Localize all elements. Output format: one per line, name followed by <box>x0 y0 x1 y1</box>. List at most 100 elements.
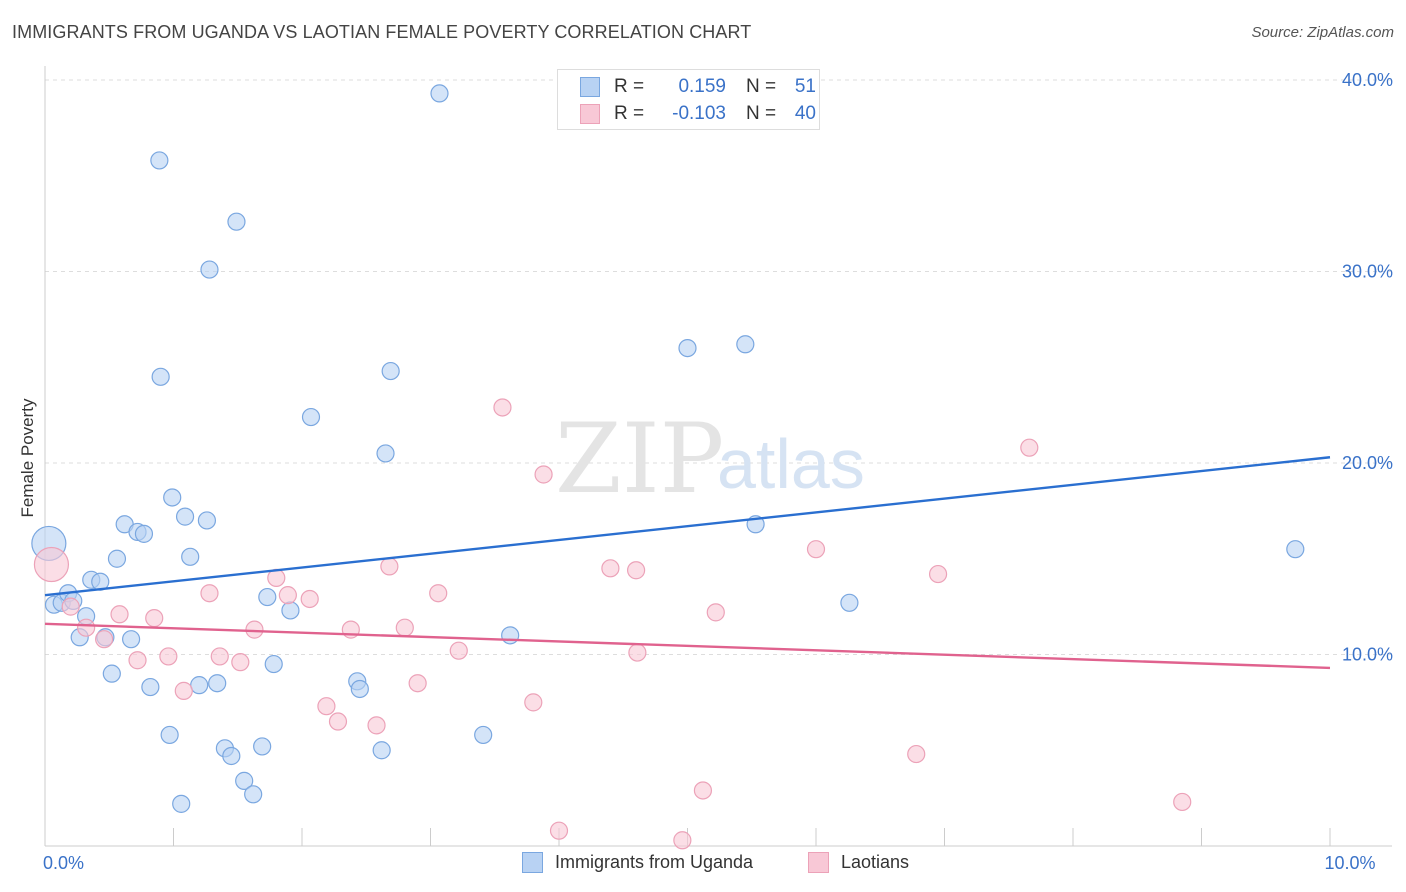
laotians-point <box>626 561 646 580</box>
uganda-point <box>264 654 283 674</box>
uganda-point <box>301 407 321 427</box>
legend-item-laotians[interactable]: Laotians <box>808 852 909 873</box>
uganda-point <box>190 676 209 695</box>
uganda-point <box>736 335 755 354</box>
uganda-point <box>197 511 217 530</box>
uganda-point <box>1286 540 1305 559</box>
laotians-point <box>159 647 178 666</box>
series-legend: Immigrants from Uganda Laotians <box>0 852 1406 876</box>
laotians-point <box>549 821 569 840</box>
uganda-point <box>381 361 400 381</box>
uganda-point <box>227 212 246 231</box>
y-tick-label: 30.0% <box>1342 262 1393 282</box>
laotians-point <box>317 697 336 716</box>
laotians-trend-line <box>44 622 1331 670</box>
uganda-swatch <box>522 852 543 873</box>
y-tick-label: 20.0% <box>1342 453 1393 473</box>
legend-label-uganda: Immigrants from Uganda <box>555 852 754 872</box>
series-laotians-points <box>33 398 1192 850</box>
tick-labels: 10.0% 20.0% 30.0% 40.0% 0.0% 10.0% <box>43 70 1393 873</box>
laotians-point <box>300 589 319 609</box>
laotians-point <box>601 559 620 578</box>
axes <box>44 66 1392 847</box>
laotians-point <box>1020 438 1039 457</box>
correlation-legend: R = 0.159 N = 51 R = -0.103 N = 40 <box>557 69 820 130</box>
laotians-point <box>231 653 250 672</box>
uganda-point <box>160 725 179 745</box>
uganda-swatch <box>580 77 600 97</box>
uganda-point <box>222 746 241 766</box>
x-tick-label: 10.0% <box>1324 853 1375 873</box>
r-value: -0.103 <box>672 103 726 124</box>
uganda-point <box>175 507 195 526</box>
trend-lines <box>44 456 1331 670</box>
uganda-point <box>678 339 697 358</box>
uganda-point <box>208 674 227 693</box>
n-label: N = <box>746 103 777 124</box>
laotians-point <box>33 546 70 583</box>
laotians-point <box>128 651 147 670</box>
laotians-point <box>524 693 543 712</box>
laotians-point <box>693 781 713 800</box>
laotians-point <box>245 620 264 639</box>
laotians-point <box>907 744 926 764</box>
source-credit: Source: ZipAtlas.com <box>1251 24 1394 41</box>
laotians-point <box>61 597 80 616</box>
laotians-point <box>706 603 725 622</box>
laotians-point <box>110 605 129 624</box>
legend-item-uganda[interactable]: Immigrants from Uganda <box>522 852 753 873</box>
y-tick-label: 40.0% <box>1342 70 1393 90</box>
uganda-point <box>141 677 160 697</box>
uganda-point <box>134 524 154 543</box>
laotians-point <box>628 643 647 662</box>
n-value: 51 <box>794 76 816 97</box>
laotians-point <box>449 641 468 660</box>
laotians-point <box>429 584 448 603</box>
uganda-point <box>172 794 191 813</box>
legend-row-laotians: R = -0.103 N = 40 <box>580 102 816 126</box>
laotians-point <box>1173 792 1192 812</box>
laotians-point <box>210 647 229 666</box>
laotians-point <box>673 831 692 850</box>
n-label: N = <box>746 76 777 97</box>
watermark-zip: ZIP <box>555 403 724 515</box>
y-tick-label: 10.0% <box>1342 645 1393 665</box>
uganda-point <box>474 725 493 745</box>
series-uganda-points <box>31 84 1305 813</box>
legend-label-laotians: Laotians <box>841 852 910 872</box>
laotians-point <box>395 618 414 637</box>
laotians-swatch <box>580 104 600 124</box>
uganda-point <box>501 626 520 645</box>
gridlines <box>45 79 1392 655</box>
laotians-point <box>77 618 96 637</box>
uganda-point <box>151 367 170 386</box>
x-tick-label: 0.0% <box>43 853 84 873</box>
laotians-swatch <box>808 852 829 873</box>
chart-title: IMMIGRANTS FROM UGANDA VS LAOTIAN FEMALE… <box>12 22 752 42</box>
uganda-point <box>258 587 277 607</box>
watermark-atlas: atlas <box>717 425 865 503</box>
uganda-point <box>181 547 200 566</box>
uganda-point <box>200 260 219 279</box>
laotians-point <box>380 557 399 576</box>
laotians-point <box>328 712 348 731</box>
watermark: ZIP atlas <box>555 403 865 515</box>
r-label: R = <box>614 103 645 124</box>
laotians-point <box>95 630 114 649</box>
uganda-trend-line <box>44 456 1331 597</box>
uganda-point <box>840 593 859 612</box>
uganda-point <box>235 771 254 790</box>
laotians-point <box>408 674 427 693</box>
uganda-point <box>150 151 169 170</box>
uganda-point <box>372 741 391 760</box>
uganda-point <box>253 737 272 756</box>
laotians-point <box>806 540 826 559</box>
uganda-point <box>430 84 449 103</box>
uganda-point <box>244 785 263 804</box>
laotians-point <box>145 609 164 628</box>
r-label: R = <box>614 76 645 97</box>
n-value: 40 <box>794 103 816 124</box>
uganda-point <box>350 679 369 699</box>
laotians-point <box>367 716 386 735</box>
